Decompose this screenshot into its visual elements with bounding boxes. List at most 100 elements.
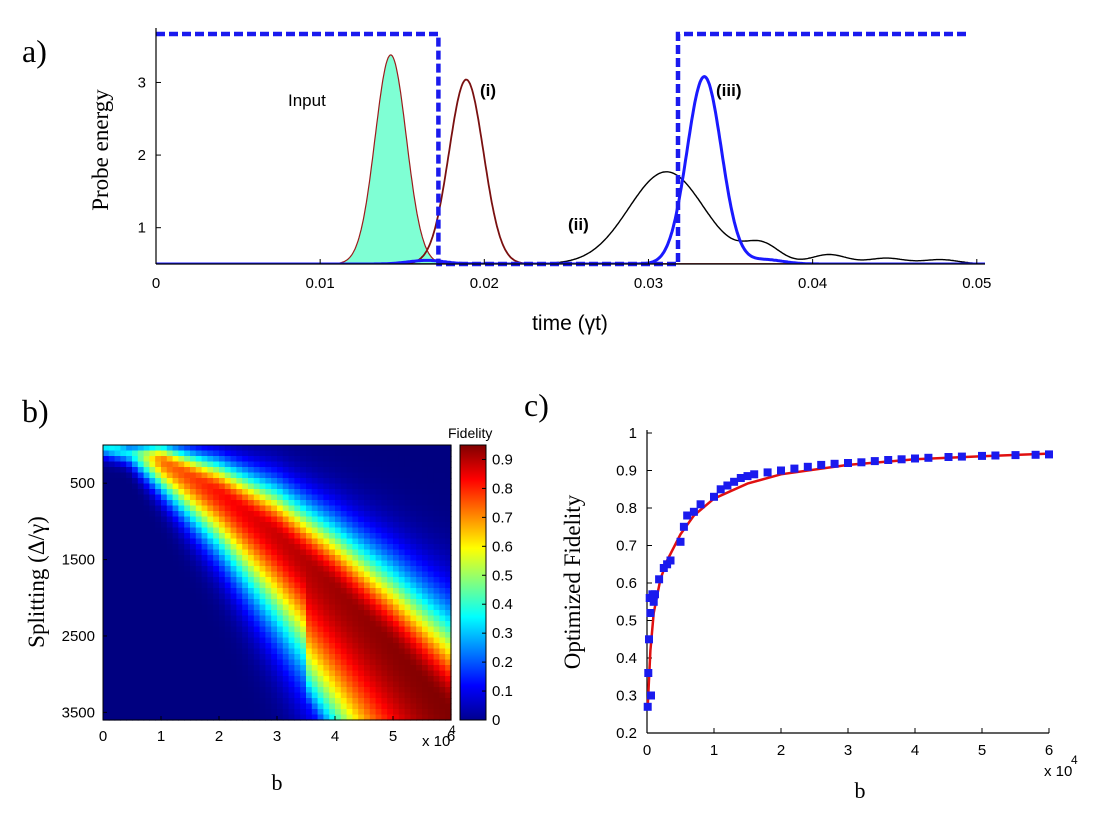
heatmap-cell bbox=[108, 527, 116, 534]
heatmap-cell bbox=[213, 500, 220, 507]
heatmap-cell bbox=[427, 549, 435, 556]
heatmap-cell bbox=[340, 533, 348, 540]
heatmap-cell bbox=[184, 522, 191, 529]
heatmap-cell bbox=[149, 494, 156, 501]
heatmap-cell bbox=[445, 445, 452, 452]
heatmap-cell bbox=[120, 571, 127, 578]
heatmap-cell bbox=[306, 593, 313, 600]
heatmap-cell bbox=[317, 604, 324, 611]
heatmap-cell bbox=[387, 621, 394, 628]
heatmap-cell bbox=[126, 494, 133, 501]
heatmap-cell bbox=[248, 500, 255, 507]
heatmap-cell bbox=[172, 637, 179, 644]
heatmap-cell bbox=[358, 527, 365, 534]
heatmap-cell bbox=[317, 483, 324, 490]
heatmap-cell bbox=[172, 709, 179, 716]
heatmap-cell bbox=[178, 648, 185, 655]
heatmap-cell bbox=[230, 571, 237, 578]
heatmap-cell bbox=[387, 560, 394, 567]
heatmap-cell bbox=[416, 456, 423, 463]
heatmap-cell bbox=[207, 571, 214, 578]
heatmap-cell bbox=[190, 489, 197, 496]
heatmap-cell bbox=[323, 549, 330, 556]
heatmap-cell bbox=[352, 588, 359, 595]
heatmap-cell bbox=[317, 489, 324, 496]
heatmap-cell bbox=[265, 483, 272, 490]
heatmap-cell bbox=[329, 472, 336, 479]
heatmap-cell bbox=[404, 478, 411, 485]
heatmap-cell bbox=[224, 670, 232, 677]
heatmap-cell bbox=[439, 461, 446, 468]
heatmap-cell bbox=[329, 511, 336, 518]
heatmap-cell bbox=[178, 610, 185, 617]
heatmap-cell bbox=[259, 544, 266, 551]
heatmap-cell bbox=[294, 621, 301, 628]
heatmap-cell bbox=[340, 654, 348, 661]
heatmap-cell bbox=[387, 538, 394, 545]
heatmap-cell bbox=[433, 615, 440, 622]
heatmap-cell bbox=[381, 654, 388, 661]
heatmap-cell bbox=[126, 544, 133, 551]
heatmap-cell bbox=[277, 516, 284, 523]
heatmap-cell bbox=[242, 670, 249, 677]
heatmap-cell bbox=[195, 681, 203, 688]
heatmap-cell bbox=[166, 648, 174, 655]
heatmap-cell bbox=[335, 511, 342, 518]
heatmap-cell bbox=[155, 643, 162, 650]
heatmap-cell bbox=[132, 698, 139, 705]
panel-b-x-tick-label: 6 bbox=[447, 728, 455, 745]
heatmap-cell bbox=[288, 467, 295, 474]
heatmap-cell bbox=[340, 461, 348, 468]
heatmap-cell bbox=[422, 621, 429, 628]
heatmap-cell bbox=[219, 456, 226, 463]
heatmap-cell bbox=[114, 472, 121, 479]
heatmap-cell bbox=[184, 703, 191, 710]
heatmap-cell bbox=[207, 621, 214, 628]
heatmap-cell bbox=[259, 494, 266, 501]
heatmap-cell bbox=[213, 560, 220, 567]
heatmap-cell bbox=[166, 687, 174, 694]
heatmap-cell bbox=[439, 489, 446, 496]
heatmap-cell bbox=[161, 555, 168, 562]
heatmap-cell bbox=[248, 560, 255, 567]
heatmap-cell bbox=[300, 472, 307, 479]
heatmap-cell bbox=[126, 648, 133, 655]
heatmap-cell bbox=[427, 533, 435, 540]
heatmap-cell bbox=[213, 648, 220, 655]
heatmap-cell bbox=[300, 659, 307, 666]
heatmap-cell bbox=[306, 483, 313, 490]
heatmap-cell bbox=[300, 599, 307, 606]
heatmap-cell bbox=[433, 456, 440, 463]
heatmap-cell bbox=[306, 676, 313, 683]
heatmap-cell bbox=[364, 637, 371, 644]
heatmap-cell bbox=[369, 450, 377, 457]
heatmap-cell bbox=[184, 692, 191, 699]
heatmap-cell bbox=[253, 505, 261, 512]
heatmap-cell bbox=[108, 511, 116, 518]
heatmap-cell bbox=[433, 478, 440, 485]
heatmap-cell bbox=[404, 472, 411, 479]
heatmap-cell bbox=[317, 445, 324, 452]
heatmap-cell bbox=[103, 467, 110, 474]
heatmap-cell bbox=[358, 714, 365, 721]
heatmap-cell bbox=[149, 610, 156, 617]
heatmap-cell bbox=[427, 472, 435, 479]
heatmap-cell bbox=[404, 687, 411, 694]
heatmap-cell bbox=[207, 632, 214, 639]
heatmap-cell bbox=[114, 566, 121, 573]
heatmap-cell bbox=[184, 538, 191, 545]
heatmap-cell bbox=[387, 709, 394, 716]
heatmap-cell bbox=[387, 478, 394, 485]
heatmap-cell bbox=[137, 500, 145, 507]
heatmap-cell bbox=[178, 494, 185, 501]
heatmap-cell bbox=[271, 588, 278, 595]
heatmap-cell bbox=[410, 681, 417, 688]
heatmap-cell bbox=[433, 566, 440, 573]
panel-a-y-label: Probe energy bbox=[88, 89, 113, 211]
heatmap-cell bbox=[201, 692, 208, 699]
fidelity-point bbox=[790, 464, 799, 473]
heatmap-cell bbox=[143, 527, 150, 534]
heatmap-cell bbox=[346, 648, 353, 655]
heatmap-cell bbox=[213, 511, 220, 518]
panel-c-y-tick-label: 0.6 bbox=[616, 575, 637, 592]
